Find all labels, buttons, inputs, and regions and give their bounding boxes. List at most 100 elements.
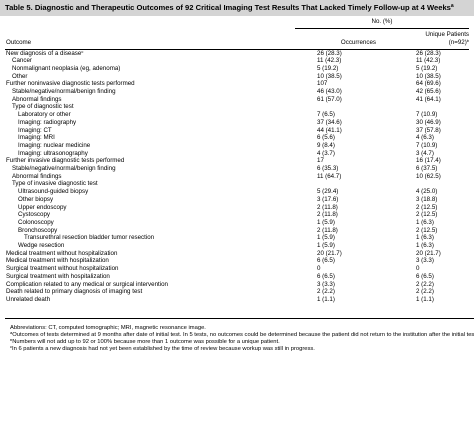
row-unique-patients: 2 (2.2) bbox=[416, 280, 434, 288]
row-unique-patients: 20 (21.7) bbox=[416, 249, 441, 257]
row-occurrences: 0 bbox=[317, 265, 321, 273]
row-label-text: Complication related to any medical or s… bbox=[6, 280, 168, 288]
table-row: Type of invasive diagnostic test bbox=[5, 180, 469, 188]
row-occurrences: 2 (11.8) bbox=[317, 226, 338, 234]
row-label: New diagnosis of a diseasec bbox=[5, 49, 295, 57]
footnote: bNumbers will not add up to 92 or 100% b… bbox=[10, 339, 474, 346]
row-label: Abnormal findings bbox=[5, 173, 295, 181]
header-occurrences: Occurrences bbox=[295, 28, 382, 50]
row-unique-patients: 10 (38.5) bbox=[416, 72, 441, 80]
footnotes: Abbreviations: CT, computed tomographic;… bbox=[5, 317, 474, 353]
row-occurrences: 1 (5.9) bbox=[317, 242, 335, 250]
table-row: Medical treatment with hospitalization 6 … bbox=[5, 257, 469, 265]
row-label: Cancer bbox=[5, 57, 295, 65]
footnote: Abbreviations: CT, computed tomographic;… bbox=[10, 325, 474, 332]
row-label-text: Abnormal findings bbox=[12, 172, 62, 180]
row-occurrences: 2 (11.8) bbox=[317, 211, 338, 219]
row-unique-patients: 11 (42.3) bbox=[416, 57, 441, 65]
row-label-text: Abnormal findings bbox=[12, 95, 62, 103]
title-footnote-marker: a bbox=[450, 3, 454, 9]
row-unique-patients: 30 (46.9) bbox=[416, 118, 441, 126]
row-label: Complication related to any medical or s… bbox=[5, 281, 295, 289]
table-row: Surgical treatment without hospitalizati… bbox=[5, 265, 469, 273]
row-occurrences: 6 (5.6) bbox=[317, 134, 335, 142]
row-unique-patients: 6 (6.5) bbox=[416, 272, 434, 280]
row-unique-patients: 1 (6.3) bbox=[416, 242, 434, 250]
row-label-text: Transurethral resection bladder tumor re… bbox=[24, 234, 155, 242]
row-occurrences: 3 (17.6) bbox=[317, 195, 339, 203]
row-label: Stable/negative/normal/benign finding bbox=[5, 88, 295, 96]
table-row: Transurethral resection bladder tumor re… bbox=[5, 234, 469, 242]
table-row: Abnormal findings 11 (64.7) 10 (62.5) bbox=[5, 173, 469, 181]
row-label-text: Upper endoscopy bbox=[18, 203, 67, 211]
row-occurrences: 5 (19.2) bbox=[317, 64, 339, 72]
row-label: Imaging: ultrasonography bbox=[5, 150, 295, 158]
row-label-text: Further noninvasive diagnostic tests per… bbox=[6, 80, 135, 88]
row-label: Surgical treatment without hospitalizati… bbox=[5, 265, 295, 273]
row-occurrences: 37 (34.6) bbox=[317, 118, 342, 126]
table-row: Upper endoscopy 2 (11.8) 2 (12.5) bbox=[5, 204, 469, 212]
footnote-text: Abbreviations: CT, computed tomographic;… bbox=[10, 324, 206, 331]
table-row: Complication related to any medical or s… bbox=[5, 281, 469, 289]
row-occurrences: 6 (35.3) bbox=[317, 165, 339, 173]
row-label: Medical treatment without hospitalizatio… bbox=[5, 250, 295, 258]
table-body: New diagnosis of a diseasec 26 (28.3) 26 (… bbox=[5, 49, 469, 304]
row-unique-patients: 0 bbox=[416, 265, 420, 273]
row-occurrences: 26 (28.3) bbox=[317, 49, 342, 57]
row-unique-patients: 10 (62.5) bbox=[416, 172, 441, 180]
table-row: Imaging: CT 44 (41.1) 37 (57.8) bbox=[5, 127, 469, 135]
table-row: Stable/negative/normal/benign finding 46 … bbox=[5, 88, 469, 96]
row-label-text: Wedge resection bbox=[18, 242, 65, 250]
row-label-text: Medical treatment without hospitalizatio… bbox=[6, 249, 118, 257]
row-label-text: Other bbox=[12, 72, 28, 80]
table-row: Type of diagnostic test bbox=[5, 103, 469, 111]
row-occurrences: 20 (21.7) bbox=[317, 249, 342, 257]
header-unique-line1: Unique Patients bbox=[425, 31, 470, 39]
row-occurrences: 9 (8.4) bbox=[317, 141, 335, 149]
header-unique-n: (n=92) bbox=[448, 38, 467, 46]
row-occurrences bbox=[295, 180, 382, 188]
header-group-label: No. (%) bbox=[295, 16, 470, 29]
row-label: Imaging: CT bbox=[5, 127, 295, 135]
row-label-text: Imaging: ultrasonography bbox=[18, 149, 88, 157]
footnote-marker: a bbox=[10, 331, 13, 335]
row-label-text: Further invasive diagnostic tests perfor… bbox=[6, 157, 125, 165]
row-occurrences: 2 (2.2) bbox=[317, 288, 335, 296]
row-unique-patients: 16 (17.4) bbox=[416, 157, 441, 165]
row-unique-patients: 1 (1.1) bbox=[416, 296, 434, 303]
row-label: Cystoscopy bbox=[5, 211, 295, 219]
row-label: Bronchoscopy bbox=[5, 227, 295, 235]
table-row: Further noninvasive diagnostic tests per… bbox=[5, 80, 469, 88]
row-unique-patients bbox=[382, 180, 469, 188]
row-unique-patients: 1 (6.3) bbox=[416, 234, 434, 242]
row-label: Further noninvasive diagnostic tests per… bbox=[5, 80, 295, 88]
header-outcome: Outcome bbox=[5, 28, 295, 50]
row-label-text: Nonmalignant neoplasia (eg, adenoma) bbox=[12, 64, 121, 72]
table-row: Cancer 11 (42.3) 11 (42.3) bbox=[5, 57, 469, 65]
row-occurrences: 61 (57.0) bbox=[317, 95, 342, 103]
row-unique-patients: 3 (4.7) bbox=[416, 149, 434, 157]
row-unique-patients: 1 (6.3) bbox=[416, 218, 434, 226]
table-row: Ultrasound-guided biopsy 5 (29.4) 4 (25.0) bbox=[5, 188, 469, 196]
footnote-marker: b bbox=[10, 338, 13, 342]
row-label-text: Death related to primary diagnosis of im… bbox=[6, 288, 143, 296]
row-occurrences: 6 (6.5) bbox=[317, 272, 335, 280]
table-row: Surgical treatment with hospitalization 6… bbox=[5, 273, 469, 281]
row-occurrences: 3 (3.3) bbox=[317, 280, 335, 288]
row-occurrences: 44 (41.1) bbox=[317, 126, 342, 134]
table-row: Death related to primary diagnosis of im… bbox=[5, 288, 469, 296]
row-unique-patients: 2 (12.5) bbox=[416, 211, 438, 219]
footnote: aOutcomes of tests determined at 9 month… bbox=[10, 332, 474, 339]
row-unique-patients: 3 (18.8) bbox=[416, 195, 438, 203]
row-occurrences bbox=[295, 103, 382, 111]
row-unique-patients: 7 (10.9) bbox=[416, 141, 438, 149]
table-row: Further invasive diagnostic tests perfor… bbox=[5, 157, 469, 165]
footnote-text: Outcomes of tests determined at 9 months… bbox=[12, 331, 474, 338]
header-unique-footnote-marker: b bbox=[466, 37, 470, 43]
row-unique-patients: 41 (64.1) bbox=[416, 95, 441, 103]
header-unique-line2: (n=92)b bbox=[382, 37, 470, 47]
row-occurrences: 4 (3.7) bbox=[317, 149, 335, 157]
table-title: Table 5. Diagnostic and Therapeutic Outc… bbox=[0, 0, 474, 16]
row-unique-patients: 3 (3.3) bbox=[416, 257, 434, 265]
row-label-text: Unrelated death bbox=[6, 296, 51, 303]
